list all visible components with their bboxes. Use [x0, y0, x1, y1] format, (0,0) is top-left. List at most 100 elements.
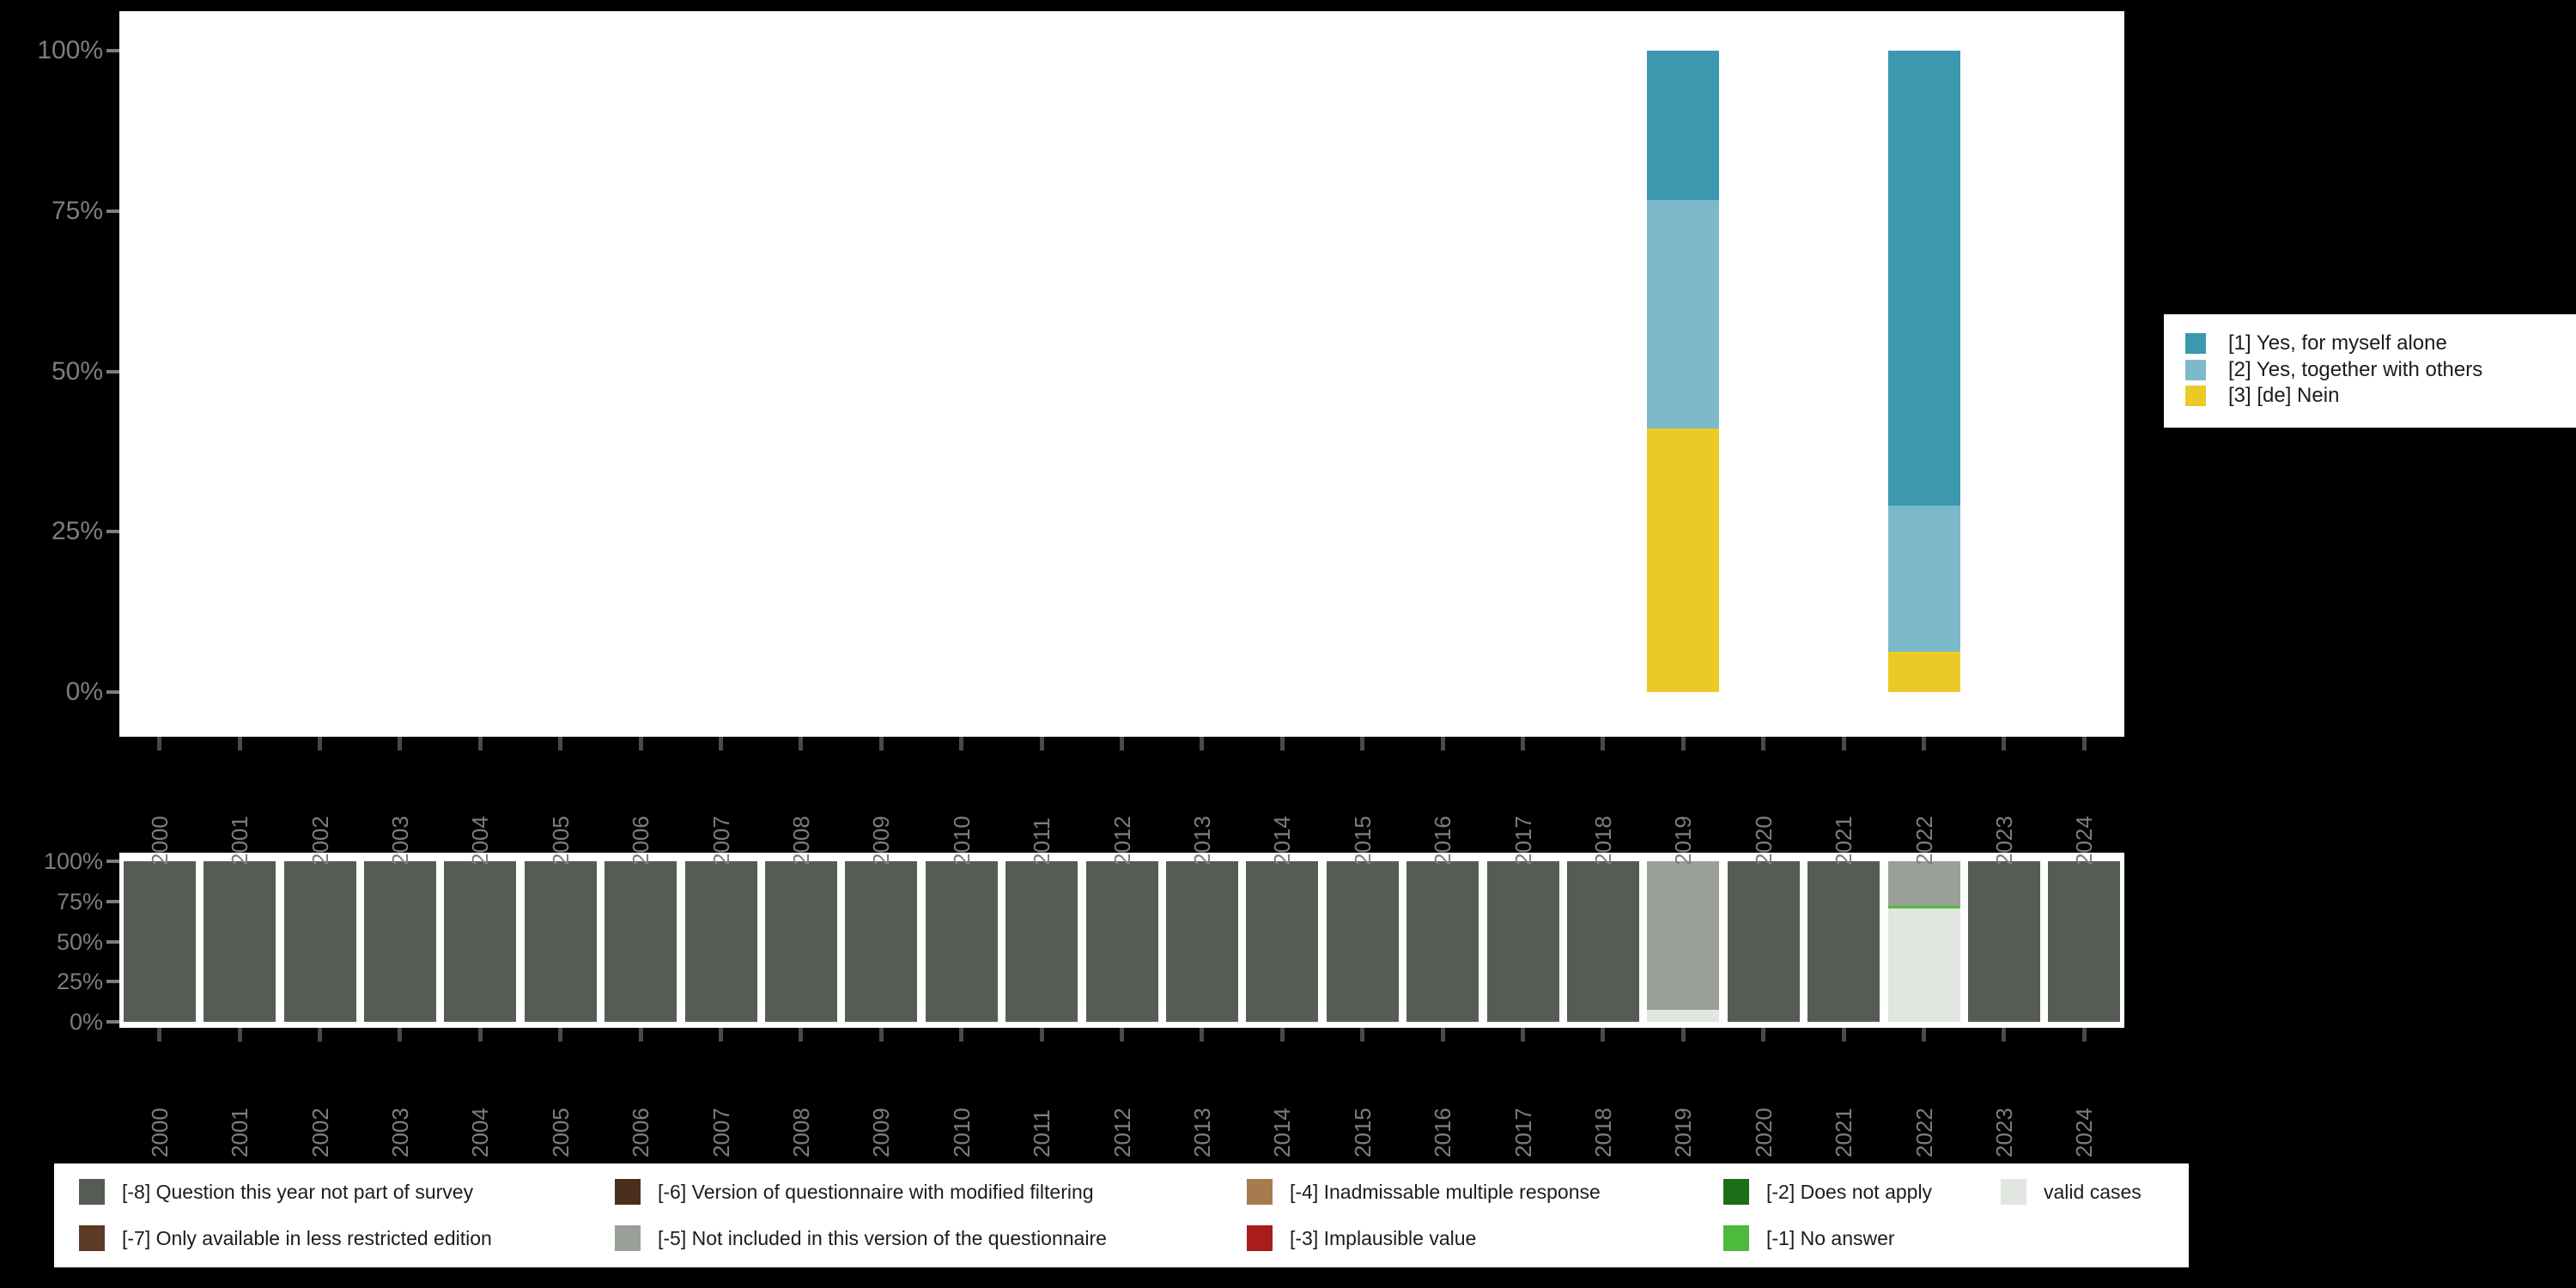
bar-segment-2020--8[interactable] [1727, 861, 1800, 1022]
x-axis-tick [1680, 1028, 1686, 1042]
x-axis-label-2008: 2008 [787, 1108, 814, 1157]
bar-segment-2023--8[interactable] [1967, 861, 2040, 1022]
bar-segment-2019-3[interactable] [1647, 428, 1720, 692]
bar-segment-2011--8[interactable] [1005, 861, 1078, 1022]
x-axis-label-2023: 2023 [1990, 816, 2017, 866]
x-axis-label-2004: 2004 [467, 1108, 494, 1157]
bar-segment-2008--8[interactable] [764, 861, 837, 1022]
x-axis-label-2005: 2005 [547, 1108, 574, 1157]
x-axis-label-2001: 2001 [227, 816, 253, 866]
legend-label--7: [-7] Only available in less restricted e… [122, 1226, 492, 1249]
y-axis-tick [106, 860, 119, 863]
y-axis-label: 100% [37, 36, 103, 64]
x-axis-tick [558, 1028, 563, 1042]
x-axis-tick [1841, 1028, 1846, 1042]
x-axis-tick [1521, 737, 1525, 750]
x-axis-tick [1360, 737, 1365, 750]
x-axis-tick [1601, 737, 1606, 750]
legend-item-2[interactable]: [2] Yes, together with others [2185, 358, 2482, 382]
bar-segment-2016--8[interactable] [1406, 861, 1479, 1022]
legend-label--6: [-6] Version of questionnaire with modif… [658, 1180, 1094, 1203]
bar-segment-2005--8[interactable] [524, 861, 597, 1022]
bar-segment-2007--8[interactable] [684, 861, 757, 1022]
x-axis-label-2017: 2017 [1510, 1108, 1536, 1157]
x-axis-label-2013: 2013 [1188, 816, 1215, 866]
y-axis-label: 25% [56, 969, 103, 995]
legend-swatch--3 [1247, 1225, 1273, 1251]
bar-segment-2022-1[interactable] [1887, 51, 1960, 506]
legend-item--4[interactable]: [-4] Inadmissable multiple response [1247, 1178, 1601, 1206]
bar-segment-2014--8[interactable] [1246, 861, 1319, 1022]
legend-label--3: [-3] Implausible value [1290, 1226, 1477, 1249]
x-axis-label-2024: 2024 [2071, 816, 2098, 866]
bar-segment-2022--5[interactable] [1887, 861, 1960, 906]
x-axis-label-2009: 2009 [868, 816, 895, 866]
legend-item--5[interactable]: [-5] Not included in this version of the… [615, 1224, 1107, 1252]
legend-item--1[interactable]: [-1] No answer [1723, 1224, 1895, 1252]
bar-segment-2022-valid[interactable] [1887, 908, 1960, 1022]
x-axis-tick [1440, 737, 1445, 750]
bar-segment-2015--8[interactable] [1326, 861, 1399, 1022]
x-axis-label-2020: 2020 [1750, 1108, 1777, 1157]
response-chart-plot-area [119, 11, 2124, 737]
x-axis-tick [2002, 1028, 2007, 1042]
x-axis-label-2003: 2003 [386, 1108, 413, 1157]
x-axis-label-2015: 2015 [1349, 816, 1376, 866]
bar-segment-2012--8[interactable] [1085, 861, 1158, 1022]
bar-segment-2001--8[interactable] [204, 861, 276, 1022]
legend-item--3[interactable]: [-3] Implausible value [1247, 1224, 1476, 1252]
legend-item--6[interactable]: [-6] Version of questionnaire with modif… [615, 1178, 1094, 1206]
x-axis-tick [878, 737, 884, 750]
x-axis-tick [318, 1028, 322, 1042]
bar-segment-2022-2[interactable] [1887, 505, 1960, 652]
bar-segment-2013--8[interactable] [1165, 861, 1238, 1022]
x-axis-tick [1279, 737, 1285, 750]
x-axis-label-2015: 2015 [1349, 1108, 1376, 1157]
x-axis-tick [1200, 737, 1205, 750]
x-axis-label-2006: 2006 [628, 816, 654, 866]
x-axis-label-2023: 2023 [1990, 1108, 2017, 1157]
bar-segment-2017--8[interactable] [1486, 861, 1559, 1022]
x-axis-tick [2081, 1028, 2087, 1042]
legend-item--7[interactable]: [-7] Only available in less restricted e… [79, 1224, 492, 1252]
x-axis-tick [799, 1028, 804, 1042]
x-axis-tick [237, 1028, 242, 1042]
bar-segment-2004--8[interactable] [444, 861, 517, 1022]
bar-segment-2024--8[interactable] [2048, 861, 2121, 1022]
bar-segment-2022-3[interactable] [1887, 651, 1960, 692]
legend-swatch--1 [1723, 1225, 1749, 1251]
legend-swatch-1 [2185, 333, 2206, 354]
y-axis-label: 0% [69, 1009, 103, 1035]
bar-segment-2006--8[interactable] [605, 861, 677, 1022]
x-axis-tick [237, 737, 242, 750]
bar-segment-2003--8[interactable] [363, 861, 436, 1022]
bar-segment-2021--8[interactable] [1807, 861, 1880, 1022]
legend-item-valid[interactable]: valid cases [2001, 1178, 2142, 1206]
bar-segment-2019-2[interactable] [1647, 200, 1720, 428]
x-axis-tick [2002, 737, 2007, 750]
legend-swatch-valid [2001, 1179, 2026, 1205]
x-axis-label-2004: 2004 [467, 816, 494, 866]
bar-segment-2009--8[interactable] [845, 861, 918, 1022]
bar-segment-2010--8[interactable] [925, 861, 998, 1022]
bar-segment-2019-1[interactable] [1647, 51, 1720, 201]
bar-segment-2000--8[interactable] [123, 861, 196, 1022]
x-axis-label-2022: 2022 [1911, 1108, 1937, 1157]
legend-item-3[interactable]: [3] [de] Nein [2185, 384, 2339, 408]
bar-segment-2002--8[interactable] [283, 861, 356, 1022]
legend-item--2[interactable]: [-2] Does not apply [1723, 1178, 1932, 1206]
x-axis-label-2008: 2008 [787, 816, 814, 866]
bar-segment-2022--1[interactable] [1887, 905, 1960, 908]
x-axis-label-2021: 2021 [1831, 816, 1857, 866]
x-axis-label-2014: 2014 [1269, 816, 1296, 866]
legend-swatch-3 [2185, 386, 2206, 406]
legend-item-1[interactable]: [1] Yes, for myself alone [2185, 331, 2447, 355]
x-axis-label-2000: 2000 [146, 816, 173, 866]
x-axis-tick [1120, 737, 1124, 750]
legend-item--8[interactable]: [-8] Question this year not part of surv… [79, 1178, 473, 1206]
bar-segment-2019-valid[interactable] [1647, 1009, 1720, 1022]
x-axis-label-2016: 2016 [1430, 1108, 1456, 1157]
bar-segment-2019--5[interactable] [1647, 861, 1720, 1010]
x-axis-tick [1761, 737, 1766, 750]
bar-segment-2018--8[interactable] [1566, 861, 1639, 1022]
